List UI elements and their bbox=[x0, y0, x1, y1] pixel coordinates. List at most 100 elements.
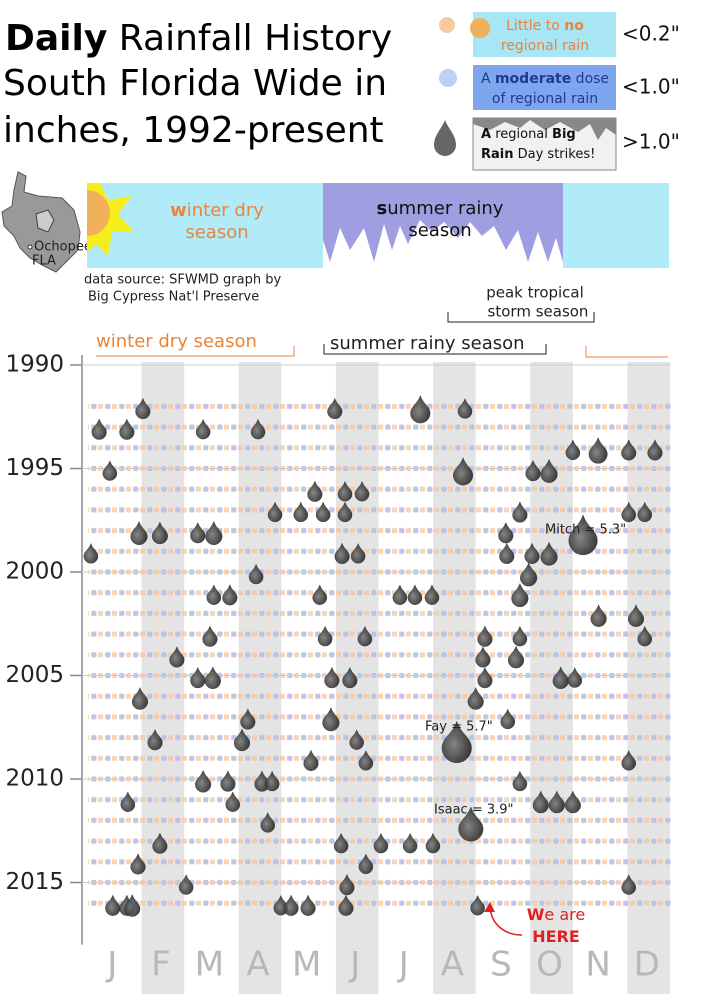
rain-drop bbox=[627, 603, 645, 627]
legend-box-light bbox=[473, 12, 616, 57]
legend-dot-moderate bbox=[439, 69, 457, 87]
text-part: W bbox=[527, 905, 545, 924]
rain-drop bbox=[339, 873, 355, 896]
x-tick-label: D bbox=[634, 945, 660, 985]
x-tick-label: O bbox=[536, 945, 563, 985]
x-tick-label: N bbox=[585, 945, 610, 985]
rain-drop bbox=[300, 894, 316, 916]
rain-drop bbox=[512, 625, 528, 647]
source: Big Cypress Nat'l Preserve bbox=[88, 290, 259, 305]
title-line-1: Daily Rainfall History bbox=[5, 18, 392, 59]
rain-drop bbox=[590, 603, 607, 627]
text-line: summer rainy bbox=[377, 198, 504, 219]
text-part: season bbox=[185, 222, 248, 243]
rain-drop bbox=[458, 806, 484, 842]
text-part: HERE bbox=[532, 927, 580, 946]
rain-drop bbox=[124, 893, 141, 917]
rain-drop bbox=[637, 501, 653, 523]
rain-drop bbox=[548, 790, 565, 814]
rain-drop bbox=[424, 584, 440, 605]
y-tick-label: 2005 bbox=[5, 662, 64, 688]
rain-drop bbox=[195, 418, 211, 440]
winter-bracket bbox=[96, 346, 295, 357]
rain-drop bbox=[512, 770, 528, 792]
text-part: Little to bbox=[506, 18, 564, 34]
legend-label: <1.0" bbox=[622, 75, 680, 99]
text-part: A bbox=[481, 127, 491, 142]
text-line: regional rain bbox=[501, 38, 589, 54]
rain-drop bbox=[322, 706, 340, 732]
here-arrowhead bbox=[484, 902, 495, 912]
source: data source: SFWMD graph by bbox=[84, 273, 281, 288]
text-line: Rain Day strikes! bbox=[481, 147, 595, 162]
rain-drop bbox=[524, 542, 540, 564]
rain-drop bbox=[512, 501, 528, 523]
rain-drop bbox=[333, 832, 349, 854]
rain-drop bbox=[540, 541, 558, 566]
here-arrow bbox=[489, 907, 523, 936]
rain-drop bbox=[283, 894, 299, 916]
rain-drop bbox=[248, 563, 264, 585]
x-tick-label: F bbox=[151, 945, 171, 985]
text-part: regional bbox=[491, 127, 552, 142]
rain-drop bbox=[475, 645, 491, 668]
rain-drop bbox=[647, 438, 663, 461]
title-line-3: inches, 1992-present bbox=[3, 110, 384, 151]
rain-drop bbox=[540, 458, 558, 483]
text-part: inter dry bbox=[187, 200, 264, 221]
rain-drop bbox=[152, 832, 168, 854]
summer-label: summer rainy season bbox=[330, 333, 525, 354]
y-tick-label: 2000 bbox=[5, 559, 64, 585]
winter-label: winter dry season bbox=[96, 331, 257, 352]
rain-drop bbox=[342, 666, 358, 689]
ochopee-marker bbox=[27, 244, 33, 250]
y-tick-label: 2015 bbox=[5, 869, 64, 895]
text-line: season bbox=[408, 220, 471, 241]
text-part: ummer rainy bbox=[387, 198, 504, 219]
rain-drop bbox=[324, 666, 340, 689]
rain-drop bbox=[358, 853, 374, 875]
rain-drop bbox=[205, 520, 223, 545]
x-tick-label: M bbox=[195, 945, 224, 985]
rain-drop bbox=[206, 584, 222, 605]
legend-cloud bbox=[473, 118, 616, 140]
text-part: e are bbox=[544, 905, 585, 924]
here-label: We are HERE bbox=[527, 905, 585, 946]
x-tick-label: A bbox=[246, 945, 269, 985]
rain-drop bbox=[327, 397, 343, 420]
text-part: regional rain bbox=[501, 38, 589, 54]
peak-label: peak tropical bbox=[486, 284, 584, 302]
legend-label: <0.2" bbox=[622, 22, 680, 46]
rain-drop bbox=[83, 542, 99, 564]
text-line: of regional rain bbox=[492, 91, 598, 107]
rain-drop bbox=[357, 625, 373, 647]
rain-drop bbox=[317, 625, 333, 647]
rain-drop bbox=[392, 584, 408, 605]
fall-bracket bbox=[585, 346, 668, 358]
text-line: HERE bbox=[532, 927, 580, 946]
rain-drop bbox=[222, 583, 238, 606]
peak-bracket bbox=[447, 312, 595, 323]
text-part: Rain bbox=[481, 147, 514, 162]
rain-drop bbox=[349, 729, 364, 750]
rain-drop bbox=[312, 584, 328, 605]
text-part: A bbox=[481, 71, 495, 87]
rain-drop bbox=[337, 480, 353, 502]
summer-panel bbox=[323, 183, 563, 262]
title-bold: Daily bbox=[5, 18, 107, 59]
rain-drop bbox=[267, 501, 283, 523]
rain-drop bbox=[202, 625, 218, 647]
rain-drop bbox=[130, 852, 146, 875]
rain-drop bbox=[500, 708, 516, 730]
summer-bracket bbox=[323, 344, 547, 355]
rain-drop bbox=[334, 542, 350, 564]
text-part: of regional rain bbox=[492, 91, 598, 107]
y-tick-label: 1990 bbox=[5, 352, 64, 378]
legend: Little to no regional rain <0.2" A moderate… bbox=[481, 18, 680, 162]
legend-box-moderate bbox=[473, 65, 616, 110]
x-tick-label: J bbox=[348, 945, 360, 985]
rain-drop bbox=[264, 770, 280, 792]
legend-drop bbox=[434, 120, 456, 156]
x-tick-label: J bbox=[105, 945, 117, 985]
